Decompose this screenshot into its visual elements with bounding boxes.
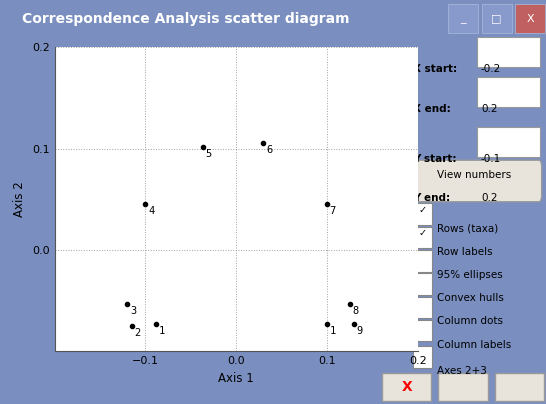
Text: 1: 1 [159,326,165,336]
Text: 2: 2 [134,328,141,338]
FancyBboxPatch shape [382,373,431,401]
Text: -0.1: -0.1 [481,154,501,164]
Text: -0.2: -0.2 [481,64,501,74]
FancyBboxPatch shape [413,250,432,271]
FancyBboxPatch shape [495,373,544,401]
FancyBboxPatch shape [413,320,432,341]
FancyBboxPatch shape [477,77,540,107]
Text: Axes 2+3: Axes 2+3 [437,366,488,377]
Text: Column dots: Column dots [437,316,503,326]
FancyBboxPatch shape [477,37,540,67]
FancyBboxPatch shape [438,373,488,401]
Text: X: X [401,380,412,394]
FancyBboxPatch shape [413,346,432,368]
FancyBboxPatch shape [406,160,542,202]
Text: X: X [526,14,534,23]
FancyBboxPatch shape [448,4,478,34]
Text: 0.2: 0.2 [481,104,497,114]
Text: 8: 8 [352,306,359,316]
FancyBboxPatch shape [413,227,432,248]
Text: 0.2: 0.2 [481,194,497,204]
Text: 1: 1 [330,326,336,336]
FancyBboxPatch shape [482,4,512,34]
Text: 95% ellipses: 95% ellipses [437,270,503,280]
Text: Row labels: Row labels [437,246,493,257]
X-axis label: Axis 1: Axis 1 [218,372,254,385]
FancyBboxPatch shape [477,167,540,197]
FancyBboxPatch shape [413,273,432,295]
Text: Convex hulls: Convex hulls [437,293,505,303]
Text: Rows (taxa): Rows (taxa) [437,223,498,234]
Text: Y start:: Y start: [413,154,456,164]
Text: 5: 5 [205,149,211,159]
FancyBboxPatch shape [515,4,545,34]
Text: 9: 9 [357,326,363,336]
Text: View numbers: View numbers [437,170,511,180]
Text: 7: 7 [330,206,336,217]
Y-axis label: Axis 2: Axis 2 [14,181,26,217]
Text: □: □ [491,14,502,23]
Text: _: _ [460,14,465,23]
Text: X end:: X end: [413,104,450,114]
Text: 3: 3 [130,306,136,316]
FancyBboxPatch shape [477,127,540,157]
Text: X start:: X start: [413,64,457,74]
FancyBboxPatch shape [413,297,432,318]
Text: Correspondence Analysis scatter diagram: Correspondence Analysis scatter diagram [22,12,349,25]
Text: 4: 4 [148,206,155,217]
Text: 6: 6 [266,145,272,155]
Text: Y end:: Y end: [413,194,450,204]
FancyBboxPatch shape [413,204,432,225]
Text: ✓: ✓ [418,205,426,215]
Text: Column labels: Column labels [437,340,512,350]
Text: ✓: ✓ [418,228,426,238]
